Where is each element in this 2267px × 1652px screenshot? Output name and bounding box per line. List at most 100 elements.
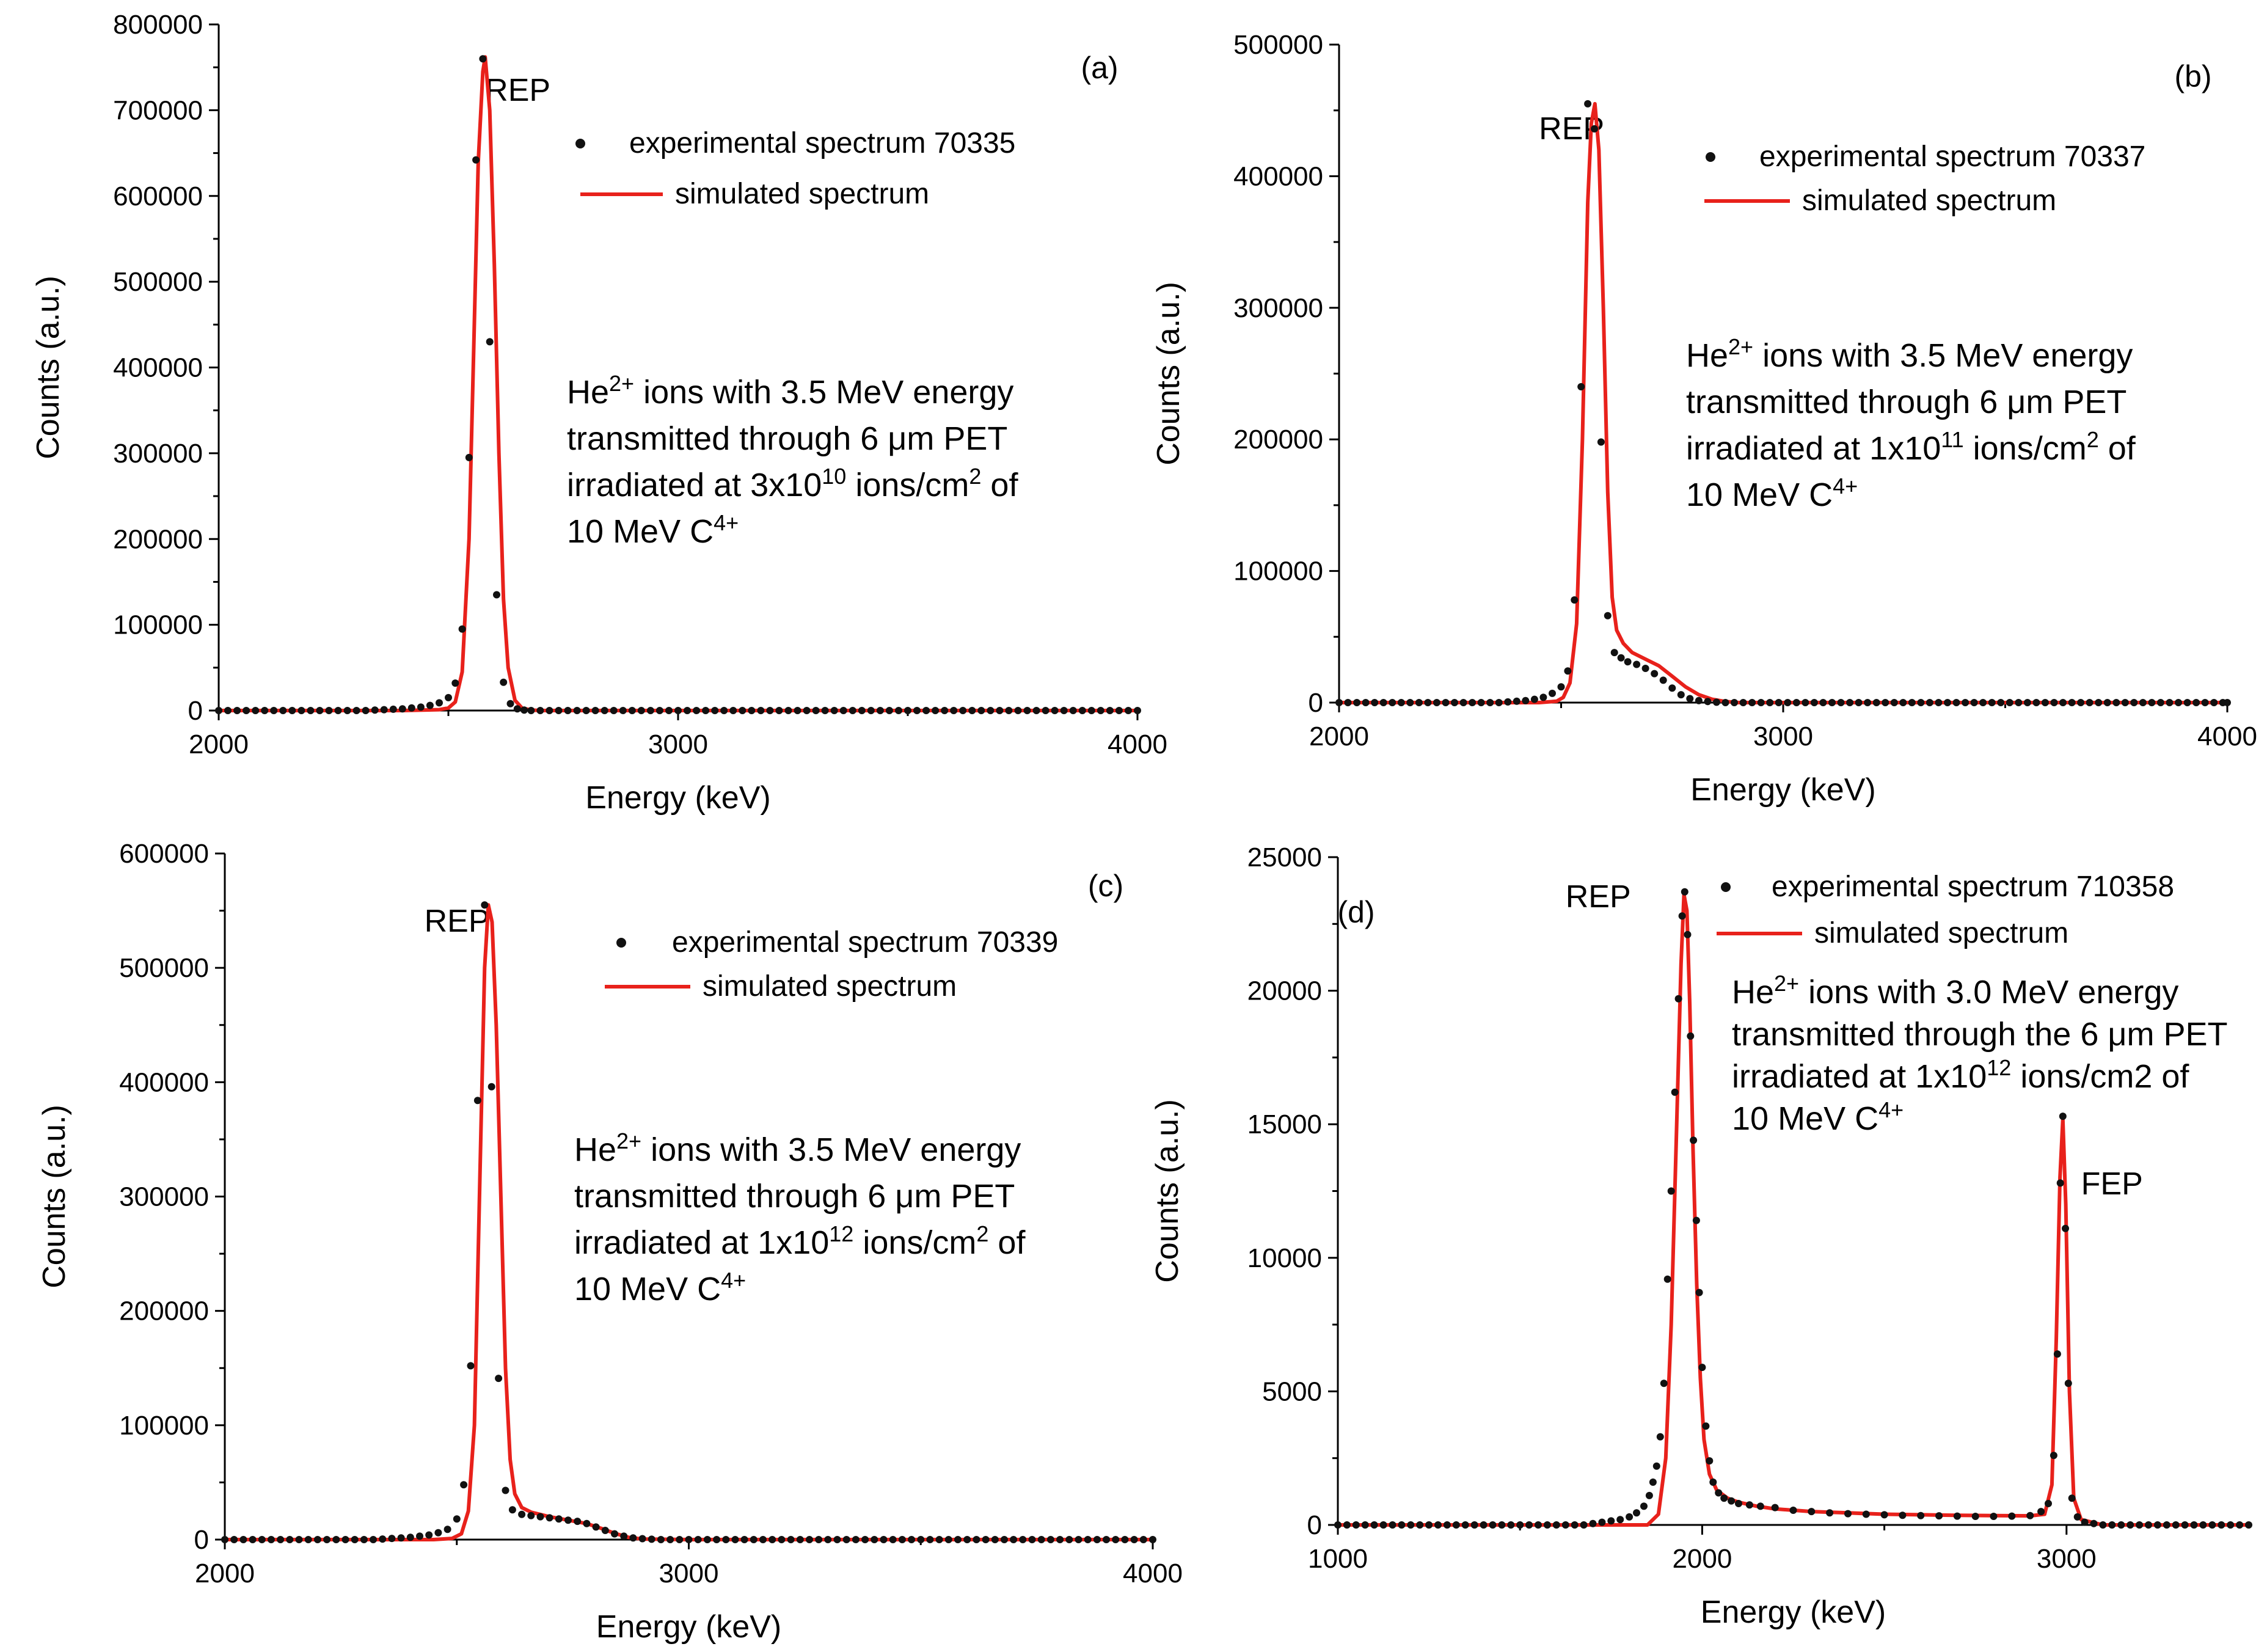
experimental-point (502, 1486, 509, 1494)
experimental-point (2059, 1113, 2067, 1120)
experimental-point (2210, 699, 2218, 706)
experimental-point (479, 55, 487, 63)
experimental-point (536, 1513, 544, 1521)
experimental-point (1617, 654, 1625, 662)
experimental-point (1962, 699, 1969, 706)
experimental-point (215, 707, 222, 714)
y-tick-label: 0 (1307, 1510, 1322, 1540)
experimental-point (833, 1536, 841, 1543)
experimental-point (1988, 699, 1996, 706)
legend-experimental-label: experimental spectrum 70335 (629, 127, 1015, 159)
annotation-line: irradiated at 1x1012 ions/cm2 of (1732, 1055, 2189, 1095)
experimental-point (1598, 1518, 1606, 1526)
experimental-point (267, 1536, 275, 1543)
experimental-point (1668, 684, 1676, 692)
experimental-point (2236, 1521, 2244, 1529)
experimental-point (249, 1536, 257, 1543)
experimental-point (1344, 699, 1352, 706)
experimental-point (740, 1536, 748, 1543)
experimental-point (1952, 699, 1960, 706)
peak-label-rep: REP (425, 904, 490, 939)
experimental-point (739, 707, 747, 714)
experimental-point (1097, 707, 1104, 714)
x-tick-label: 2000 (195, 1559, 255, 1588)
experimental-point (1970, 699, 1978, 706)
peak-label-fep: FEP (2081, 1166, 2143, 1202)
experimental-point (1775, 699, 1783, 706)
experimental-point (959, 707, 967, 714)
experimental-point (397, 1534, 405, 1542)
experimental-point (2026, 1511, 2034, 1519)
experimental-point (1756, 1502, 1764, 1510)
experimental-point (2208, 1521, 2216, 1529)
experimental-point (1461, 1521, 1469, 1529)
experimental-point (880, 1536, 888, 1543)
experimental-point (351, 1536, 359, 1543)
experimental-point (2062, 1224, 2069, 1232)
experimental-point (2103, 699, 2111, 706)
x-axis-title: Energy (keV) (1701, 1595, 1886, 1630)
experimental-point (917, 1536, 925, 1543)
y-axis-title: Counts (a.u.) (31, 276, 66, 459)
experimental-point (2068, 1494, 2076, 1502)
experimental-point (1580, 1521, 1588, 1529)
experimental-point (1125, 707, 1132, 714)
experimental-point (472, 156, 480, 164)
experimental-point (1134, 707, 1141, 714)
experimental-point (676, 1536, 684, 1543)
experimental-point (261, 707, 269, 714)
experimental-point (2153, 1521, 2161, 1529)
y-axis-title: Counts (a.u.) (37, 1105, 72, 1288)
y-tick-label: 200000 (1233, 425, 1323, 455)
experimental-point (1398, 1521, 1406, 1529)
experimental-point (610, 707, 618, 714)
experimental-point (323, 1536, 331, 1543)
experimental-point (1990, 1513, 1998, 1520)
annotation-line: transmitted through 6 μm PET (1686, 384, 2126, 420)
annotation-line: He2+ ions with 3.5 MeV energy (574, 1128, 1021, 1169)
panel-label: (a) (1081, 51, 1118, 85)
experimental-point (520, 706, 528, 714)
experimental-point (932, 707, 940, 714)
experimental-point (1149, 1536, 1156, 1543)
experimental-point (398, 705, 406, 713)
x-tick-label: 3000 (2037, 1544, 2097, 1574)
experimental-point (258, 1536, 266, 1543)
experimental-point (277, 1536, 285, 1543)
x-tick-label: 4000 (2197, 722, 2257, 751)
experimental-point (601, 707, 608, 714)
y-tick-label: 100000 (1233, 557, 1323, 587)
annotation-line: He2+ ions with 3.5 MeV energy (567, 371, 1013, 411)
experimental-point (839, 707, 847, 714)
experimental-point (2199, 1521, 2207, 1529)
experimental-point (1678, 912, 1686, 920)
experimental-point (1810, 699, 1818, 706)
experimental-point (768, 1536, 776, 1543)
experimental-point (2023, 699, 2031, 706)
experimental-point (821, 707, 829, 714)
experimental-point (1692, 1216, 1700, 1224)
experimental-point (2032, 699, 2040, 706)
x-tick-label: 4000 (1108, 729, 1167, 759)
experimental-point (1139, 1536, 1147, 1543)
experimental-point (564, 1516, 572, 1524)
experimental-point (784, 707, 792, 714)
experimental-point (1695, 1288, 1703, 1296)
experimental-point (1862, 1510, 1870, 1518)
y-axis-title: Counts (a.u.) (1150, 1099, 1185, 1283)
experimental-point (908, 1536, 916, 1543)
experimental-point (2050, 1452, 2057, 1460)
experimental-point (977, 707, 985, 714)
experimental-point (1486, 699, 1494, 706)
experimental-point (1379, 1521, 1387, 1529)
experimental-point (243, 707, 250, 714)
annotation: He2+ ions with 3.5 MeV energy transmitted… (574, 1128, 1026, 1308)
experimental-point (298, 707, 305, 714)
experimental-point (1498, 1521, 1506, 1529)
experimental-point (407, 704, 415, 712)
experimental-point (582, 707, 590, 714)
experimental-point (1424, 699, 1432, 706)
experimental-point (1656, 1433, 1664, 1441)
experimental-point (1739, 699, 1747, 706)
experimental-point (611, 1530, 618, 1538)
